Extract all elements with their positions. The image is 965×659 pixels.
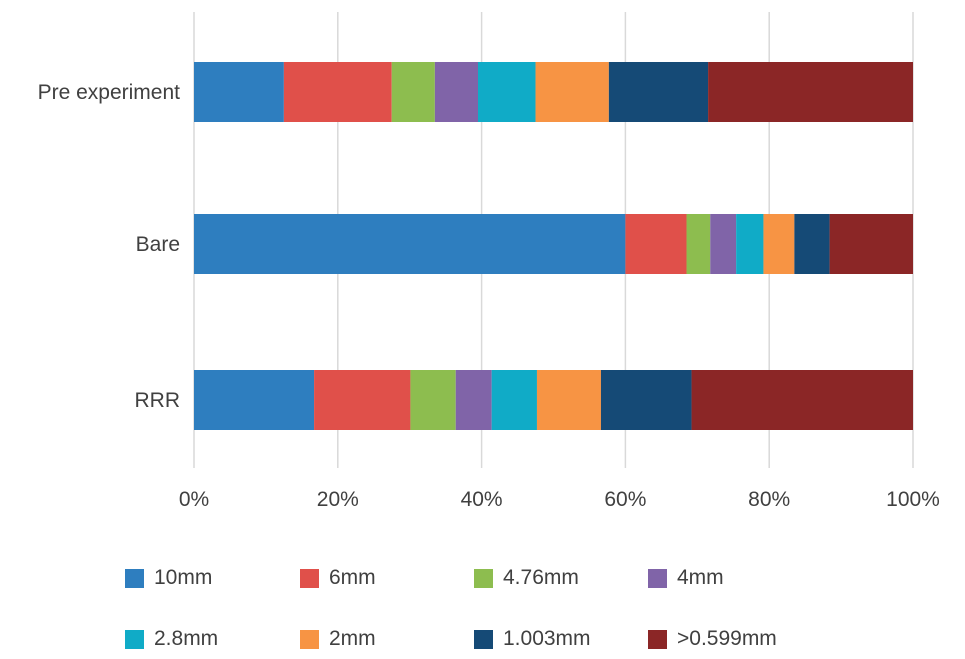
category-labels: Pre experiment Bare RRR: [38, 81, 181, 412]
bar-segment: [536, 370, 601, 430]
bar-segment: [410, 370, 456, 430]
bar-segment: [283, 62, 392, 122]
x-tick-label: 100%: [886, 488, 940, 511]
category-label: Pre experiment: [38, 81, 181, 104]
category-label: Bare: [136, 233, 180, 256]
bar-segment: [478, 62, 536, 122]
category-label: RRR: [135, 389, 181, 412]
x-axis-tick-labels: 0% 20% 40% 60% 80% 100%: [179, 488, 940, 511]
x-tick-label: 60%: [604, 488, 646, 511]
bar-segment: [194, 370, 315, 430]
bar-segment: [710, 214, 737, 274]
bar-segment: [434, 62, 479, 122]
bars: [194, 62, 913, 430]
bar-segment: [455, 370, 492, 430]
bar-segment: [535, 62, 609, 122]
bar-segment: [736, 214, 764, 274]
bar-segment: [600, 370, 692, 430]
bar-segment: [686, 214, 711, 274]
bar-segment: [794, 214, 830, 274]
bar-segment: [491, 370, 537, 430]
bar-segment: [691, 370, 913, 430]
bar-segment: [763, 214, 795, 274]
bar-segment: [625, 214, 687, 274]
bar-segment: [314, 370, 411, 430]
x-tick-label: 40%: [461, 488, 503, 511]
bar-segment: [391, 62, 435, 122]
bar-segment: [194, 214, 626, 274]
bar-segment: [708, 62, 913, 122]
bar-segment: [829, 214, 913, 274]
bar-segment: [194, 62, 284, 122]
x-tick-label: 0%: [179, 488, 209, 511]
bar-segment: [608, 62, 709, 122]
x-tick-label: 20%: [317, 488, 359, 511]
x-tick-label: 80%: [748, 488, 790, 511]
